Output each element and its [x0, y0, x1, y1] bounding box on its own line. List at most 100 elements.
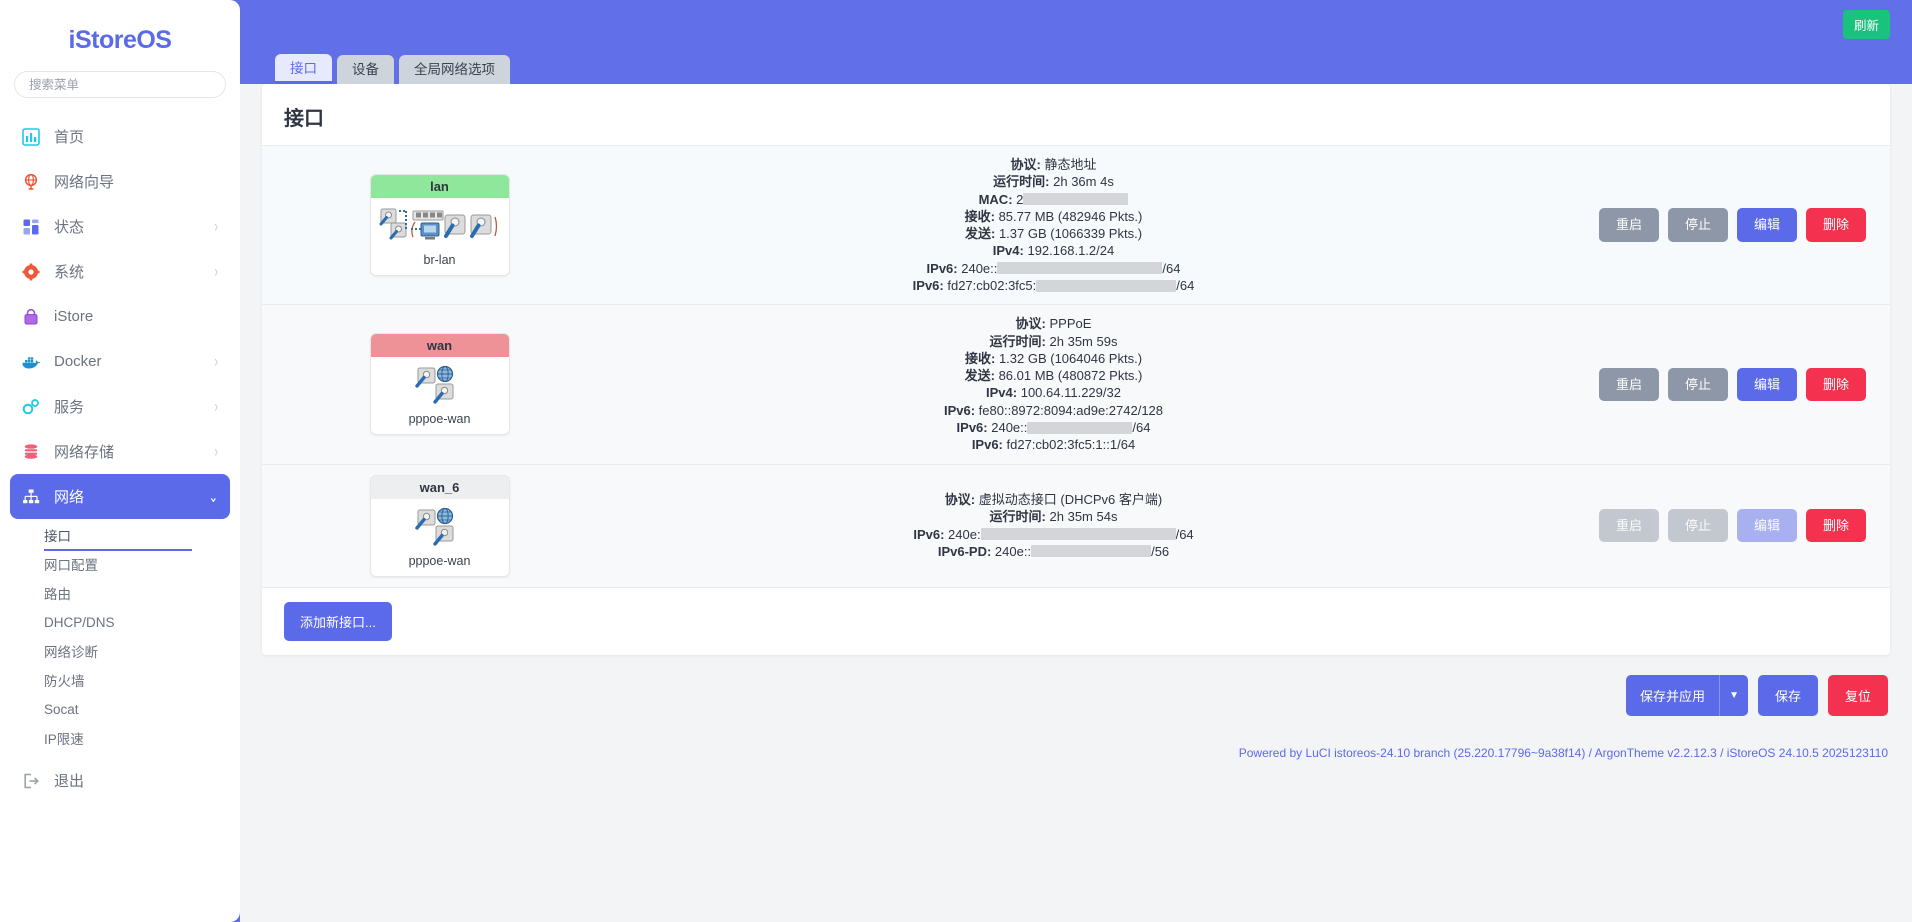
- delete-button[interactable]: 删除: [1805, 508, 1866, 543]
- tab-global-network-options[interactable]: 全局网络选项: [399, 54, 510, 84]
- info-label: IPv6:: [926, 260, 958, 276]
- chevron-right-icon: ›: [214, 217, 218, 236]
- sidebar-item-logout[interactable]: 退出: [10, 758, 230, 803]
- credits-separator: /: [1585, 745, 1595, 760]
- sidebar-subitem-socat[interactable]: Socat: [0, 695, 240, 723]
- network-icon: [20, 486, 42, 508]
- globe-icon: [436, 507, 453, 524]
- sidebar-subitem-label: DHCP/DNS: [44, 614, 115, 630]
- interface-info-wan: 协议: PPPoE 运行时间: 2h 35m 59s 接收: 1.32 GB (…: [617, 315, 1490, 453]
- ethernet-plug-icon: [443, 214, 465, 239]
- sidebar-item-network-storage[interactable]: 网络存储 ›: [10, 429, 230, 474]
- edit-button[interactable]: 编辑: [1736, 508, 1797, 543]
- tab-bar: 接口 设备 全局网络选项: [240, 52, 1912, 84]
- interface-card-wan[interactable]: wan: [369, 333, 510, 436]
- sidebar-subitem-interfaces[interactable]: 接口: [0, 521, 240, 551]
- info-label: MAC:: [978, 191, 1013, 207]
- chevron-right-icon: ›: [214, 262, 218, 281]
- edit-button[interactable]: 编辑: [1736, 208, 1797, 242]
- footer-credits: Powered by LuCI istoreos-24.10 branch (2…: [240, 716, 1912, 760]
- sidebar-subitem-port-config[interactable]: 网口配置: [0, 550, 240, 578]
- interface-row-wan6: wan_6: [262, 463, 1890, 587]
- sidebar-subitem-routing[interactable]: 路由: [0, 579, 240, 607]
- restart-button[interactable]: 重启: [1598, 208, 1659, 242]
- interfaces-panel: 接口 lan: [262, 84, 1890, 655]
- ethernet-plug-icon: [469, 214, 491, 239]
- info-ipv4: IPv4: 100.64.11.229/32: [617, 384, 1490, 401]
- interface-card-lan[interactable]: lan: [369, 174, 510, 277]
- sidebar-item-label: 系统: [54, 264, 85, 281]
- chevron-down-icon[interactable]: ▼: [1719, 674, 1748, 716]
- sidebar-subitem-dhcp-dns[interactable]: DHCP/DNS: [0, 608, 240, 636]
- luci-credit-link[interactable]: Powered by LuCI istoreos-24.10 branch (2…: [1238, 745, 1586, 760]
- interface-card-body: pppoe-wan: [371, 357, 509, 434]
- redacted-ipv6: [980, 528, 1176, 541]
- info-value: 86.01 MB (480872 Pkts.): [998, 368, 1143, 384]
- dashboard-icon: [20, 126, 42, 148]
- save-button[interactable]: 保存: [1757, 674, 1818, 716]
- services-icon: [20, 396, 42, 418]
- network-submenu: 接口 网口配置 路由 DHCP/DNS 网络诊断 防火墙 Socat IP限速: [0, 519, 240, 752]
- sidebar-item-status[interactable]: 状态 ›: [10, 204, 230, 249]
- restart-button[interactable]: 重启: [1598, 367, 1659, 402]
- chevron-down-icon: ⌄: [208, 488, 218, 507]
- sidebar-subitem-label: 接口: [44, 529, 71, 544]
- redacted-ipv6: [1036, 279, 1177, 292]
- gear-icon: [20, 261, 42, 283]
- sidebar-subitem-firewall[interactable]: 防火墙: [0, 666, 240, 694]
- sidebar-item-network[interactable]: 网络 ⌄: [10, 474, 230, 519]
- sidebar-subitem-label: 网络诊断: [44, 645, 98, 660]
- sidebar: iStoreOS 首页 网络向导 状态: [0, 0, 240, 922]
- stop-button[interactable]: 停止: [1667, 508, 1728, 543]
- sidebar-item-system[interactable]: 系统 ›: [10, 249, 230, 294]
- ethernet-plug-icon: [389, 222, 406, 240]
- interface-card-body: br-lan: [371, 198, 509, 275]
- sidebar-item-istore[interactable]: iStore: [10, 294, 230, 339]
- sidebar-item-docker[interactable]: Docker ›: [10, 339, 230, 384]
- tab-interfaces[interactable]: 接口: [275, 53, 332, 84]
- refresh-button[interactable]: 刷新: [1842, 10, 1890, 39]
- info-uptime: 运行时间: 2h 35m 59s: [617, 333, 1490, 350]
- stop-button[interactable]: 停止: [1667, 367, 1728, 402]
- save-apply-button[interactable]: 保存并应用: [1626, 674, 1720, 716]
- sidebar-item-services[interactable]: 服务 ›: [10, 384, 230, 429]
- delete-button[interactable]: 删除: [1805, 208, 1866, 242]
- info-value: /64: [1175, 526, 1194, 542]
- sidebar-item-label: 首页: [54, 129, 85, 146]
- stop-button[interactable]: 停止: [1667, 208, 1728, 242]
- sidebar-item-label: 服务: [54, 399, 85, 416]
- add-interface-button[interactable]: 添加新接口...: [284, 601, 392, 641]
- sidebar-subitem-label: Socat: [44, 701, 79, 717]
- add-interface-row: 添加新接口...: [262, 586, 1890, 655]
- sidebar-item-network-wizard[interactable]: 网络向导: [10, 159, 230, 204]
- info-value: fd27:cb02:3fc5:1::1/64: [1006, 437, 1136, 453]
- credits-version: / iStoreOS 24.10.5 2025123110: [1716, 745, 1888, 760]
- reset-button[interactable]: 复位: [1827, 674, 1888, 716]
- interface-card-wan6[interactable]: wan_6: [369, 474, 510, 577]
- info-value: 虚拟动态接口 (DHCPv6 客户端): [978, 491, 1163, 507]
- sidebar-subitem-label: 网口配置: [44, 558, 98, 573]
- interface-card-title: wan_6: [370, 475, 509, 499]
- sidebar-item-label: 网络向导: [54, 174, 115, 191]
- sidebar-item-label: 网络: [54, 489, 85, 506]
- sidebar-item-home[interactable]: 首页: [10, 114, 230, 159]
- restart-button[interactable]: 重启: [1598, 508, 1659, 543]
- delete-button[interactable]: 删除: [1805, 367, 1866, 402]
- sidebar-subitem-diagnostics[interactable]: 网络诊断: [0, 637, 240, 665]
- theme-credit-link[interactable]: ArgonTheme v2.2.12.3: [1594, 745, 1717, 760]
- interface-device-name: pppoe-wan: [408, 553, 471, 568]
- save-apply-split-button[interactable]: 保存并应用 ▼: [1626, 674, 1748, 716]
- sidebar-subitem-ip-rate-limit[interactable]: IP限速: [0, 724, 240, 752]
- info-label: 接收:: [964, 208, 995, 224]
- ethernet-plug-icon: [379, 208, 396, 226]
- info-label: 发送:: [964, 368, 995, 384]
- edit-button[interactable]: 编辑: [1736, 367, 1797, 402]
- info-uptime: 运行时间: 2h 35m 54s: [617, 508, 1490, 525]
- tab-devices[interactable]: 设备: [337, 54, 394, 84]
- dotted-link: [398, 210, 407, 230]
- footer-actions: 保存并应用 ▼ 保存 复位: [240, 655, 1912, 716]
- topbar: 刷新: [240, 0, 1912, 52]
- search-input[interactable]: [14, 71, 226, 98]
- sidebar-subitem-label: 路由: [44, 587, 71, 602]
